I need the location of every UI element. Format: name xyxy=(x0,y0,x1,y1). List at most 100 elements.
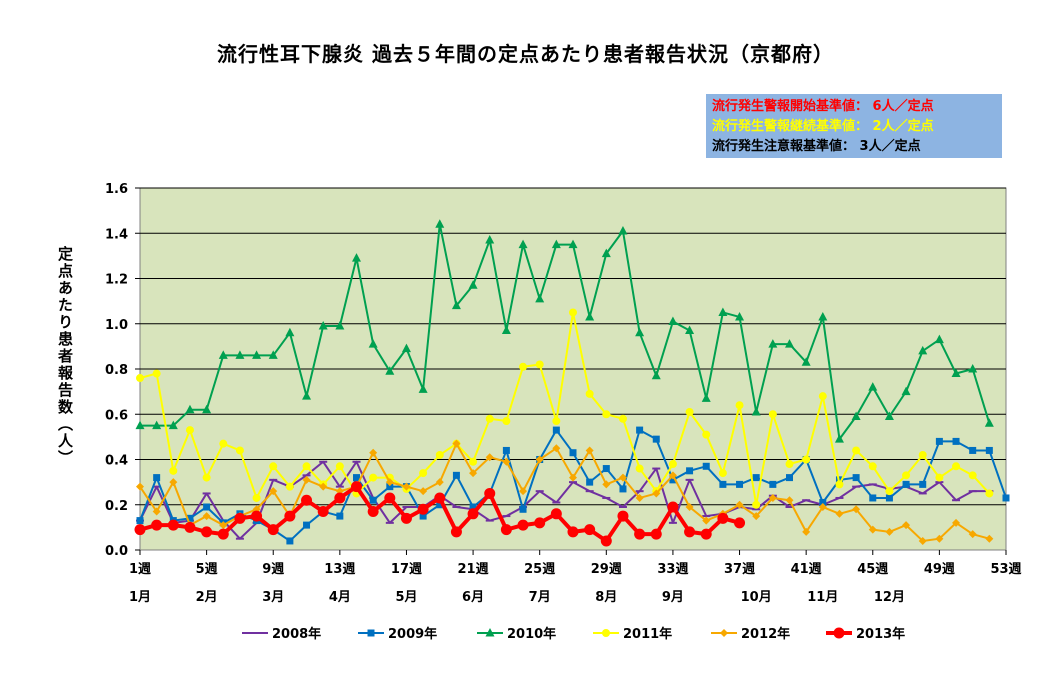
data-point xyxy=(367,506,379,518)
data-point xyxy=(918,536,927,545)
data-point xyxy=(869,494,877,502)
data-point xyxy=(535,360,544,369)
data-point xyxy=(534,517,546,529)
data-point xyxy=(801,357,811,366)
x-tick-label: 9週 xyxy=(262,562,284,577)
data-point xyxy=(702,430,711,439)
data-point xyxy=(251,510,263,522)
legend-item: 2009年 xyxy=(358,626,437,642)
data-point xyxy=(635,493,644,502)
data-point xyxy=(519,362,528,371)
data-point xyxy=(336,512,344,520)
data-point xyxy=(485,453,494,462)
data-point xyxy=(885,527,894,536)
data-point xyxy=(685,407,694,416)
threshold-note-box: 流行発生警報開始基準値： 6人／定点 流行発生警報継続基準値： 2人／定点 流行… xyxy=(706,94,1002,158)
data-point xyxy=(419,487,428,496)
data-point xyxy=(752,500,761,509)
data-point xyxy=(935,437,943,445)
data-point xyxy=(202,404,212,414)
data-point xyxy=(435,478,444,487)
data-point xyxy=(735,500,744,509)
data-point xyxy=(185,426,194,435)
data-point xyxy=(835,509,844,518)
data-point xyxy=(552,426,560,434)
data-point xyxy=(450,526,462,538)
data-point xyxy=(885,494,893,502)
data-point xyxy=(452,471,460,479)
data-point xyxy=(818,392,827,401)
data-point xyxy=(136,482,144,491)
data-point xyxy=(852,446,861,455)
data-point xyxy=(985,534,994,543)
legend-item: 2011年 xyxy=(593,626,672,642)
data-point xyxy=(718,307,728,316)
x-tick-label: 45週 xyxy=(857,562,888,577)
data-point xyxy=(535,455,544,464)
x-tick-label: 13週 xyxy=(324,562,355,577)
data-point xyxy=(868,382,878,391)
y-tick-label: 1.6 xyxy=(105,182,128,197)
data-point xyxy=(602,410,611,419)
data-point xyxy=(700,528,712,540)
data-point xyxy=(802,527,811,536)
data-point xyxy=(502,446,510,454)
data-point xyxy=(884,411,894,421)
data-point xyxy=(952,518,961,527)
data-point xyxy=(685,503,694,512)
data-point xyxy=(669,476,677,484)
data-point xyxy=(901,386,911,396)
data-point xyxy=(252,350,262,359)
legend-item: 2010年 xyxy=(477,626,556,642)
data-point xyxy=(985,489,994,498)
data-point xyxy=(303,521,311,529)
month-label: 9月 xyxy=(662,590,684,605)
data-point xyxy=(351,481,362,493)
data-point xyxy=(136,517,144,525)
data-point xyxy=(484,487,496,499)
legend-item: 2008年 xyxy=(242,626,321,642)
data-point xyxy=(302,475,311,484)
data-point xyxy=(285,482,294,491)
x-tick-label: 21週 xyxy=(458,562,489,577)
data-point xyxy=(717,512,729,524)
data-point xyxy=(686,467,694,475)
data-point xyxy=(650,528,662,540)
data-point xyxy=(451,300,461,310)
series-line xyxy=(139,460,990,540)
data-point xyxy=(635,464,644,473)
data-point xyxy=(668,460,677,469)
legend-label: 2009年 xyxy=(388,626,437,642)
data-point xyxy=(636,426,644,434)
x-tick-label: 37週 xyxy=(724,562,755,577)
data-point xyxy=(601,248,611,258)
data-point xyxy=(785,460,794,469)
data-point xyxy=(252,493,261,502)
data-point xyxy=(902,521,911,530)
data-point xyxy=(818,503,827,512)
y-axis-label: 定点あたり患者報告数（人） xyxy=(56,246,74,467)
data-point xyxy=(952,437,960,445)
data-point xyxy=(217,528,229,540)
data-point xyxy=(252,505,261,514)
data-point xyxy=(367,629,375,637)
data-point xyxy=(235,446,244,455)
data-point xyxy=(668,316,678,325)
data-point xyxy=(851,411,861,421)
data-point xyxy=(502,457,511,466)
x-tick-label: 5週 xyxy=(196,562,218,577)
data-point xyxy=(502,417,511,426)
data-point xyxy=(517,519,529,531)
data-point xyxy=(151,519,163,531)
data-point xyxy=(185,404,195,414)
data-point xyxy=(385,478,394,487)
y-tick-label: 1.2 xyxy=(105,273,128,288)
data-point xyxy=(317,506,329,518)
data-point xyxy=(701,393,711,402)
data-point xyxy=(752,474,760,482)
data-point xyxy=(652,435,660,443)
data-point xyxy=(618,225,628,235)
data-point xyxy=(834,434,844,443)
data-point xyxy=(735,311,745,321)
data-point xyxy=(319,482,328,491)
